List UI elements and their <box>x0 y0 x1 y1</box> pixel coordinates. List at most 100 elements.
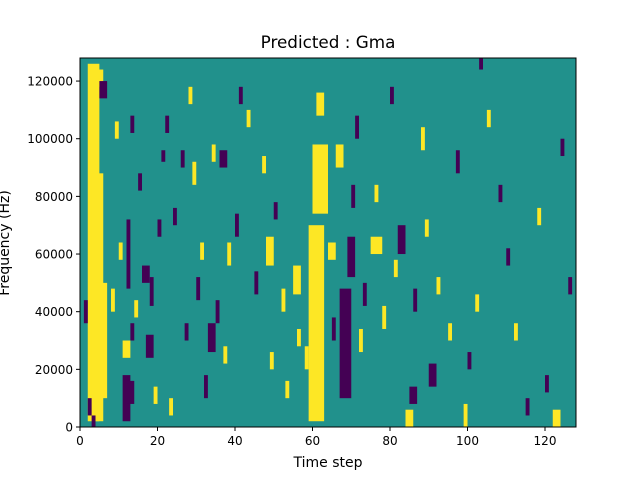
heatmap-cell <box>393 259 398 278</box>
heatmap-cell <box>308 225 325 422</box>
heatmap-cell <box>486 109 491 128</box>
y-tick-label: 120000 <box>27 75 73 89</box>
x-tick-label: 60 <box>305 434 320 448</box>
x-axis-label: Time step <box>293 455 363 471</box>
heatmap-cell <box>448 323 453 341</box>
heatmap-cell <box>428 363 437 387</box>
plot-area <box>79 57 577 428</box>
heatmap-cell <box>285 380 290 399</box>
heatmap-cell <box>281 288 286 312</box>
heatmap-cell <box>273 202 278 220</box>
y-tick-label: 20000 <box>35 363 73 377</box>
heatmap-cell <box>223 346 228 364</box>
heatmap-cell <box>126 380 135 404</box>
heatmap-cell <box>227 242 232 266</box>
heatmap-cell <box>370 236 383 255</box>
heatmap-cell <box>436 277 441 295</box>
heatmap-cell <box>238 86 243 105</box>
heatmap-cell <box>405 409 414 427</box>
heatmap-cell <box>157 219 162 237</box>
heatmap-cell <box>219 150 228 168</box>
heatmap-cell <box>114 121 119 139</box>
heatmap-cell <box>149 277 154 306</box>
heatmap-cell <box>266 236 274 266</box>
heatmap-cell <box>184 323 189 341</box>
heatmap-cell <box>316 92 325 116</box>
heatmap-cell <box>130 115 135 133</box>
heatmap-cell <box>514 323 518 341</box>
heatmap-cell <box>359 328 363 353</box>
heatmap-cell <box>153 386 158 404</box>
heatmap-cell <box>173 207 177 226</box>
plot-frame <box>79 57 577 428</box>
x-axis: 0 20 40 60 80 100 120 <box>76 427 556 448</box>
heatmap-cell <box>165 115 170 133</box>
heatmap-cell <box>118 242 123 260</box>
heatmap-cell <box>87 398 92 416</box>
heatmap-cell <box>122 340 131 358</box>
heatmap-cell <box>312 144 328 214</box>
heatmap-cell <box>304 346 309 370</box>
heatmap-cell <box>95 69 104 87</box>
heatmap-cell <box>498 184 503 203</box>
x-tick-label: 80 <box>382 434 397 448</box>
heatmap-cell <box>475 294 480 312</box>
heatmap-cell <box>568 277 573 295</box>
heatmap-cell <box>409 386 418 404</box>
y-tick-label: 80000 <box>35 190 73 204</box>
heatmap-cell <box>362 282 367 306</box>
heatmap-cell <box>537 207 542 226</box>
heatmap-cell <box>83 300 88 324</box>
x-tick-label: 0 <box>76 434 84 448</box>
heatmap-cell <box>111 288 115 312</box>
heatmap-cell <box>262 156 267 174</box>
heatmap-cell <box>355 115 360 139</box>
heatmap-cell <box>467 352 472 370</box>
heatmap-cell <box>560 138 565 157</box>
heatmap-cell <box>95 282 108 399</box>
heatmap-cell <box>328 242 336 260</box>
heatmap-cell <box>200 242 205 260</box>
y-tick-label: 0 <box>65 421 73 435</box>
heatmap-cell <box>126 219 131 289</box>
heatmap-cell <box>335 144 344 168</box>
heatmap-cell <box>421 127 425 151</box>
heatmap-cell <box>192 161 197 185</box>
heatmap-cell <box>91 415 96 427</box>
heatmap-cell <box>545 375 549 393</box>
heatmap-cell <box>455 150 460 174</box>
y-tick-label: 100000 <box>27 132 73 146</box>
heatmap-cell <box>134 300 139 318</box>
heatmap-cell <box>180 150 185 168</box>
y-tick-label: 60000 <box>35 248 73 262</box>
heatmap-cell <box>413 288 418 312</box>
heatmap-cell <box>479 58 484 70</box>
heatmap-cell <box>138 173 143 191</box>
heatmap-cell <box>347 236 356 278</box>
heatmap-cell <box>424 219 429 237</box>
heatmap-cell <box>525 398 530 416</box>
heatmap-cell <box>246 109 251 128</box>
heatmap-cell <box>397 225 406 255</box>
heatmap-cell <box>169 398 174 416</box>
x-tick-label: 100 <box>456 434 479 448</box>
heatmap-cell <box>215 300 220 324</box>
heatmap-cell <box>254 271 259 295</box>
y-axis-label: Frequency (Hz) <box>0 190 13 296</box>
heatmap-cell <box>339 288 352 399</box>
heatmap-cell <box>390 86 394 105</box>
heatmap-cell <box>211 144 216 162</box>
heatmap-cell <box>331 317 336 341</box>
heatmap-cell <box>142 265 150 283</box>
chart-title: Predicted : Gma <box>261 32 396 52</box>
heatmap-cell <box>506 248 511 266</box>
heatmap-cell <box>145 334 154 358</box>
y-axis: 0 20000 40000 60000 80000 100000 120000 <box>27 75 80 435</box>
heatmap-cell <box>204 375 208 399</box>
heatmap-cell <box>188 86 193 105</box>
heatmap-cell <box>235 213 239 237</box>
x-tick-label: 120 <box>534 434 557 448</box>
heatmap-cell <box>269 352 274 370</box>
heatmap-cell <box>382 305 387 329</box>
